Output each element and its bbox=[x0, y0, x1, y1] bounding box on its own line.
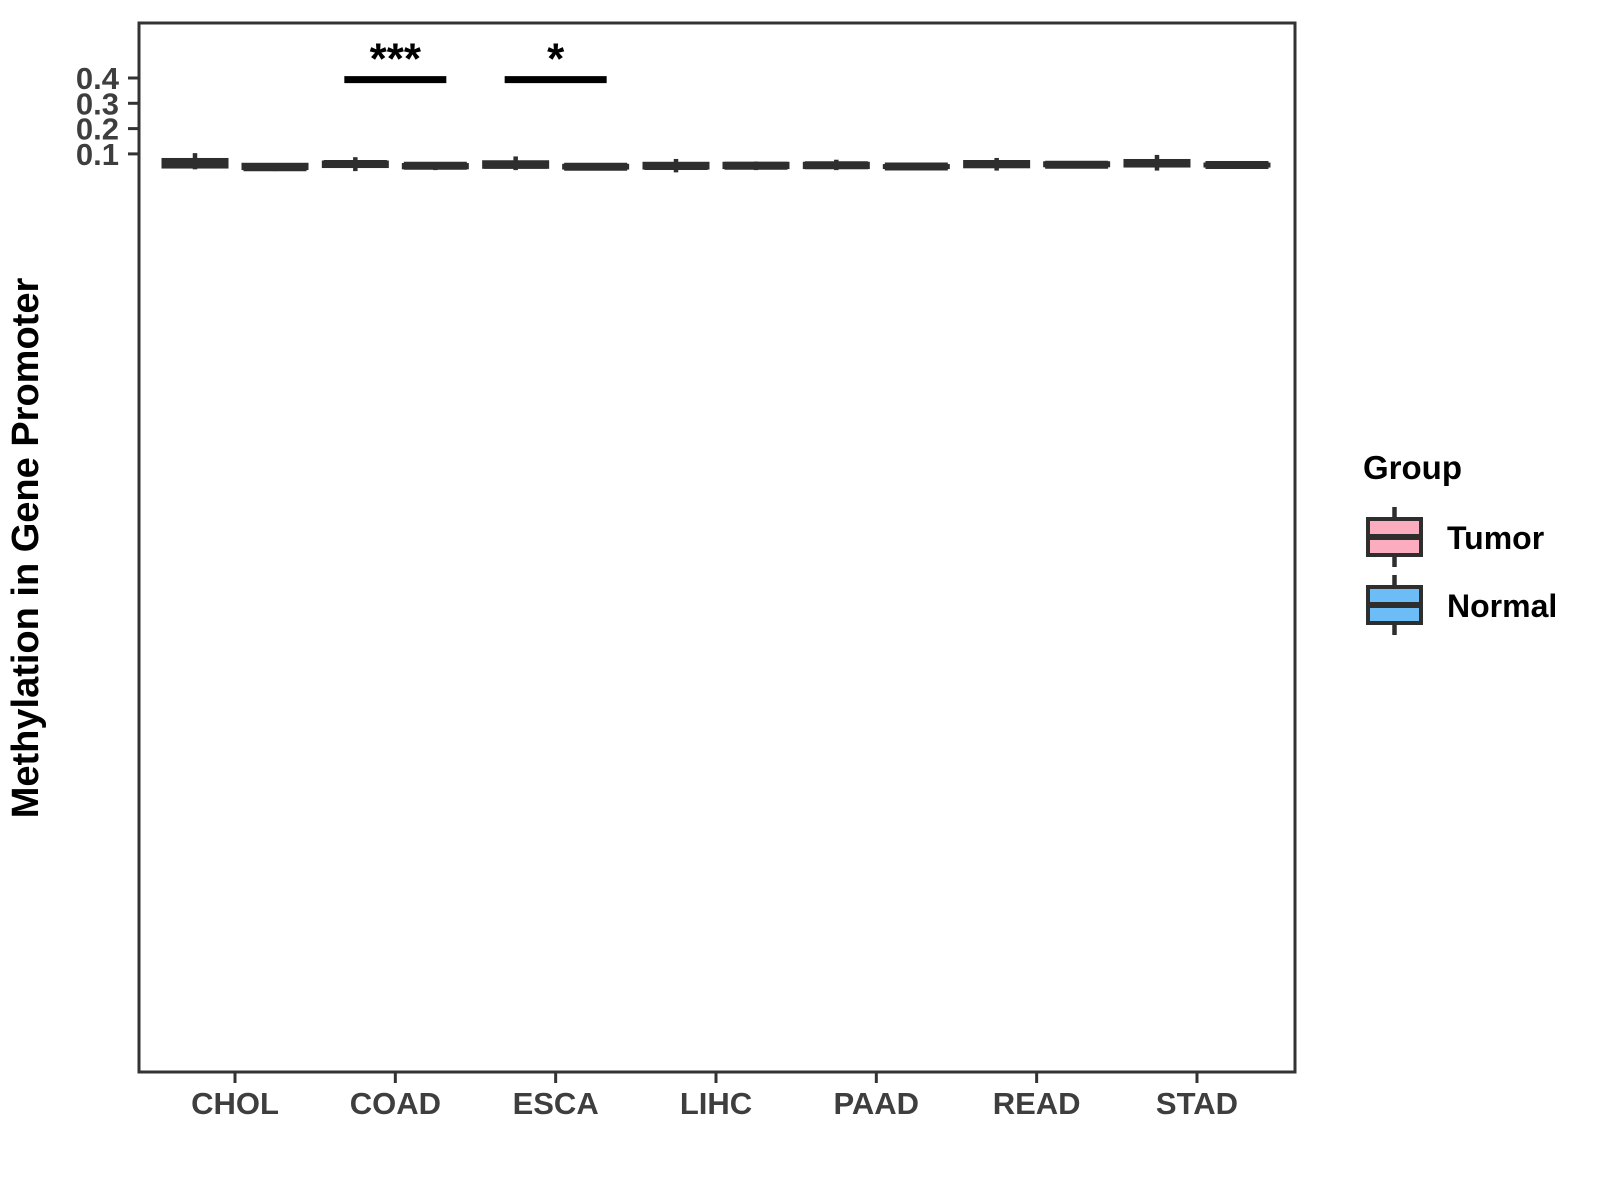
box-normal-chol bbox=[241, 162, 309, 172]
legend-label-normal: Normal bbox=[1447, 588, 1557, 624]
y-tick-label-0-3: 0.3 bbox=[76, 86, 119, 121]
x-tick-label-chol: CHOL bbox=[191, 1086, 279, 1121]
legend-entry-normal: Normal bbox=[1366, 575, 1557, 635]
x-tick-label-coad: COAD bbox=[350, 1086, 441, 1121]
y-tick-label-0-2: 0.2 bbox=[76, 112, 119, 147]
box-normal-lihc bbox=[722, 161, 790, 171]
legend-label-tumor: Tumor bbox=[1447, 520, 1544, 556]
box-normal-esca bbox=[562, 162, 630, 171]
x-tick-label-paad: PAAD bbox=[834, 1086, 920, 1121]
box-tumor-paad bbox=[802, 159, 870, 171]
box-tumor-stad bbox=[1123, 154, 1191, 171]
plot-panel bbox=[137, 21, 1297, 1074]
legend: Group Tumor Normal bbox=[1363, 449, 1557, 635]
box-tumor-lihc bbox=[642, 158, 710, 173]
box-normal-coad bbox=[401, 161, 469, 171]
y-axis-title: Methylation in Gene Promoter bbox=[5, 278, 47, 819]
legend-title: Group bbox=[1363, 449, 1462, 486]
box-tumor-coad bbox=[321, 157, 389, 172]
significance-label-coad: *** bbox=[370, 35, 422, 84]
significance-annotations: *** * bbox=[344, 35, 607, 84]
y-tick-label-0-4: 0.4 bbox=[76, 61, 120, 96]
boxplots bbox=[161, 153, 1271, 173]
legend-entry-tumor: Tumor bbox=[1366, 507, 1544, 567]
y-tick-label-0-1: 0.1 bbox=[76, 137, 119, 172]
significance-label-esca: * bbox=[547, 35, 565, 84]
y-axis: 0.10.20.30.4 bbox=[76, 61, 139, 172]
box-normal-paad bbox=[882, 162, 950, 171]
box-tumor-chol bbox=[161, 153, 229, 170]
x-tick-label-read: READ bbox=[993, 1086, 1081, 1121]
legend-entries: Tumor Normal bbox=[1366, 507, 1557, 635]
x-tick-label-stad: STAD bbox=[1156, 1086, 1238, 1121]
box-tumor-esca bbox=[482, 156, 550, 171]
box-normal-read bbox=[1043, 160, 1111, 169]
x-tick-label-lihc: LIHC bbox=[680, 1086, 752, 1121]
x-axis: CHOL COAD ESCA LIHC PAAD READ STAD bbox=[191, 1072, 1238, 1121]
box-tumor-read bbox=[963, 157, 1031, 171]
box-normal-stad bbox=[1203, 161, 1271, 170]
x-tick-label-esca: ESCA bbox=[513, 1086, 599, 1121]
